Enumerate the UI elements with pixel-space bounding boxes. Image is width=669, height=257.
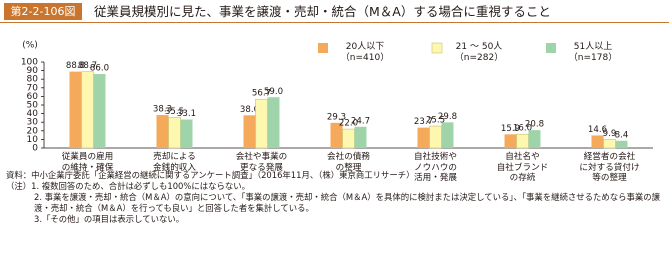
value-label: 29.8 <box>438 112 457 122</box>
value-label: 29.3 <box>327 112 346 122</box>
legend-label: 21 ～ 50人 （n=282） <box>454 42 504 63</box>
legend-label: 20人以下 （n=410） <box>340 42 390 63</box>
x-tick-label: 自社名や 自社ブランド の存続 <box>496 152 549 183</box>
legend-swatch <box>431 42 443 54</box>
bar <box>615 140 628 148</box>
legend-label: 51人以上 （n=178） <box>568 42 618 63</box>
bar <box>156 115 169 148</box>
legend-swatch <box>546 43 556 53</box>
value-label: 35.5 <box>165 107 184 117</box>
value-label: 9.9 <box>603 129 617 139</box>
x-tick-label: 売却による 金銭的収入 <box>153 152 196 173</box>
x-tick-label: 会社の債務 の整理 <box>327 152 370 173</box>
x-tick-label: 経営者の会社 に対する貸付け 等の整理 <box>579 152 640 183</box>
bar <box>93 74 106 148</box>
value-label: 22.0 <box>339 119 358 129</box>
bar <box>528 130 541 148</box>
bar <box>69 71 82 148</box>
x-tick-label: 自社技術や ノウハウの 活用・発展 <box>414 152 457 183</box>
bar <box>180 119 193 148</box>
legend-swatch <box>318 43 328 53</box>
y-tick-label: 50 <box>27 101 39 111</box>
value-label: 23.7 <box>414 117 433 127</box>
bar <box>168 117 181 149</box>
value-label: 20.8 <box>525 120 544 130</box>
value-label: 88.8 <box>66 61 85 71</box>
y-tick-label: 100 <box>21 58 38 68</box>
bar <box>81 71 94 149</box>
y-tick-label: 60 <box>27 92 39 102</box>
bar <box>603 139 616 149</box>
value-label: 38.3 <box>153 105 172 115</box>
value-label: 25.5 <box>426 116 445 126</box>
y-tick-label: 20 <box>27 126 39 136</box>
y-tick-label: 10 <box>27 135 39 145</box>
value-label: 14.6 <box>588 125 607 135</box>
bar <box>243 115 256 148</box>
value-label: 33.1 <box>177 109 196 119</box>
note: 資料：中小企業庁委託「企業経営の継続に関するアンケート調査」（2016年11月、… <box>6 170 415 180</box>
bar <box>516 133 529 149</box>
figure-id: 第2-2-106図 <box>4 3 82 20</box>
y-axis-label: (%) <box>22 41 38 51</box>
value-label: 88.7 <box>78 61 97 71</box>
y-tick-label: 0 <box>32 144 38 154</box>
header-rule <box>0 22 669 23</box>
note: 3.「その他」の項目は表示していない。 <box>34 214 185 224</box>
bar <box>441 122 454 148</box>
value-label: 38.0 <box>240 105 259 115</box>
value-label: 16.0 <box>513 124 532 134</box>
y-tick-label: 90 <box>27 66 39 76</box>
y-tick-label: 40 <box>27 109 39 119</box>
note: 2. 事業を譲渡・売却・統合（M＆A）の意向について、「事業の譲渡・売却・統合（… <box>34 192 661 213</box>
bar <box>267 97 280 148</box>
value-label: 15.9 <box>501 124 520 134</box>
value-label: 8.4 <box>615 130 629 140</box>
figure-title: 従業員規模別に見た、事業を譲渡・売却・統合（M＆A）する場合に重視すること <box>94 4 551 19</box>
bar <box>255 98 268 149</box>
bar <box>354 126 367 148</box>
bar <box>330 122 343 148</box>
value-label: 56.7 <box>252 89 271 99</box>
y-tick-label: 80 <box>27 75 39 85</box>
value-label: 59.0 <box>264 87 283 97</box>
x-tick-label: 従業員の雇用 の維持・確保 <box>61 152 114 173</box>
note: （注）1. 複数回答のため、合計は必ずしも100%にはならない。 <box>6 181 250 191</box>
bar <box>504 134 517 148</box>
y-tick-label: 70 <box>27 83 39 93</box>
bar <box>429 125 442 149</box>
bar <box>417 127 430 148</box>
value-label: 86.0 <box>90 64 109 74</box>
bar <box>342 128 355 149</box>
value-label: 24.7 <box>351 116 370 126</box>
y-tick-label: 30 <box>27 118 39 128</box>
bar <box>591 135 604 148</box>
x-tick-label: 会社や事業の 更なる発展 <box>235 152 288 173</box>
